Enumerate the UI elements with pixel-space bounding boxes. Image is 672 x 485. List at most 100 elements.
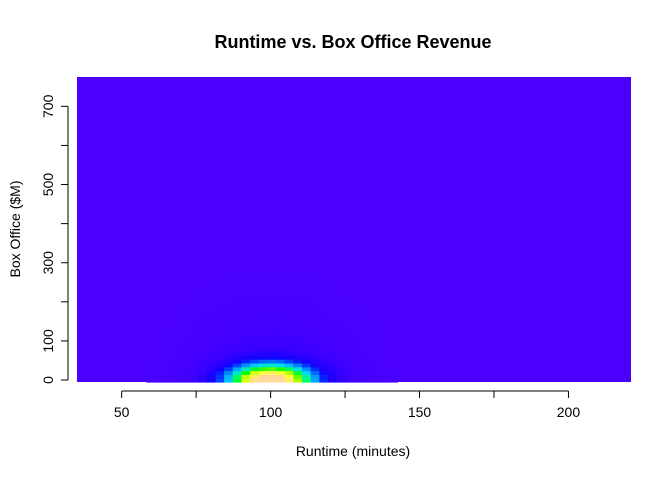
heatmap-cell [198, 374, 208, 379]
heatmap-cell [163, 374, 173, 379]
heatmap-cell [310, 301, 320, 307]
heatmap-cell [258, 275, 269, 280]
heatmap-cell [267, 301, 277, 307]
heatmap-cell [319, 294, 329, 299]
heatmap-cell [276, 321, 286, 326]
heatmap-cell [302, 301, 312, 307]
heatmap-cell [371, 340, 381, 345]
heatmap-cell [224, 340, 234, 345]
heatmap-cell [293, 294, 303, 299]
heatmap-cell [206, 347, 217, 353]
heatmap-cell [154, 366, 165, 372]
heatmap-cell [302, 336, 312, 341]
heatmap-cell [319, 351, 329, 356]
heatmap-cell [276, 313, 286, 318]
heatmap-cell [232, 378, 243, 383]
heatmap-cell [336, 374, 346, 379]
heatmap-cell [354, 324, 364, 330]
heatmap-cell [379, 374, 390, 379]
heatmap-cell [224, 359, 234, 364]
heatmap-cell [250, 309, 260, 314]
heatmap-cell [189, 374, 199, 379]
heatmap-cell [224, 374, 234, 379]
heatmap-cell [267, 305, 277, 311]
heatmap-cell [310, 282, 320, 288]
heatmap-cell [215, 290, 225, 295]
heatmap-cell [224, 309, 234, 314]
heatmap-cell [284, 340, 295, 345]
heatmap-cell [284, 313, 295, 318]
heatmap-cell [293, 290, 303, 295]
heatmap-cell [336, 378, 346, 383]
heatmap-cell [258, 374, 269, 379]
x-tick-label: 150 [408, 404, 432, 420]
heatmap-cell [180, 324, 191, 330]
heatmap-cell [345, 305, 355, 311]
heatmap-cell [180, 298, 191, 303]
heatmap-cell [379, 378, 390, 383]
heatmap-cell [319, 347, 329, 353]
heatmap-cell [362, 374, 372, 379]
heatmap-cell [232, 321, 243, 326]
heatmap-cell [215, 332, 225, 337]
heatmap-cell [371, 355, 381, 360]
heatmap-cell [232, 309, 243, 314]
heatmap-cell [250, 359, 260, 364]
heatmap-cell [232, 362, 243, 368]
heatmap-cell [258, 328, 269, 334]
heatmap-cell [267, 267, 277, 273]
heatmap-cell [258, 267, 269, 273]
heatmap-cell [189, 298, 199, 303]
heatmap-cell [276, 366, 286, 372]
heatmap-cell [336, 355, 346, 360]
heatmap-cell [224, 313, 234, 318]
heatmap-cell [284, 282, 295, 288]
heatmap-cell [345, 313, 355, 318]
heatmap-cell [250, 305, 260, 311]
heatmap-cell [224, 290, 234, 295]
heatmap-cell [258, 271, 269, 276]
heatmap-cell [163, 347, 173, 353]
heatmap-cell [163, 336, 173, 341]
heatmap-cell [215, 355, 225, 360]
heatmap-cell [189, 359, 199, 364]
heatmap-cell [345, 336, 355, 341]
heatmap-cell [172, 328, 182, 334]
heatmap-cell [146, 370, 156, 375]
heatmap-cell [362, 336, 372, 341]
heatmap-cell [302, 313, 312, 318]
heatmap-cell [267, 351, 277, 356]
heatmap-cell [276, 374, 286, 379]
heatmap-cell [224, 282, 234, 288]
heatmap-cell [198, 362, 208, 368]
heatmap-cell [328, 301, 338, 307]
heatmap-cell [154, 355, 165, 360]
heatmap-cell [284, 309, 295, 314]
heatmap-cell [302, 366, 312, 372]
heatmap-cell [241, 362, 251, 368]
heatmap-cell [284, 343, 295, 349]
heatmap-cell [189, 347, 199, 353]
heatmap-cell [198, 355, 208, 360]
heatmap-cell [276, 275, 286, 280]
heatmap-cell [284, 359, 295, 364]
heatmap-cell [224, 343, 234, 349]
heatmap-cell [310, 351, 320, 356]
heatmap-cell [319, 317, 329, 322]
heatmap-cell [284, 321, 295, 326]
heatmap-cell [310, 313, 320, 318]
heatmap-cell [232, 332, 243, 337]
heatmap-cell [215, 324, 225, 330]
heatmap-cell [163, 378, 173, 383]
heatmap-cell [276, 324, 286, 330]
heatmap-cell [180, 370, 191, 375]
heatmap-cell [224, 324, 234, 330]
heatmap-cell [310, 370, 320, 375]
heatmap-cell [224, 279, 234, 284]
y-tick-label: 0 [40, 376, 56, 384]
heatmap-cell [336, 366, 346, 372]
heatmap-cell [189, 343, 199, 349]
heatmap-cell [310, 366, 320, 372]
heatmap-cell [232, 359, 243, 364]
heatmap-cell [198, 366, 208, 372]
